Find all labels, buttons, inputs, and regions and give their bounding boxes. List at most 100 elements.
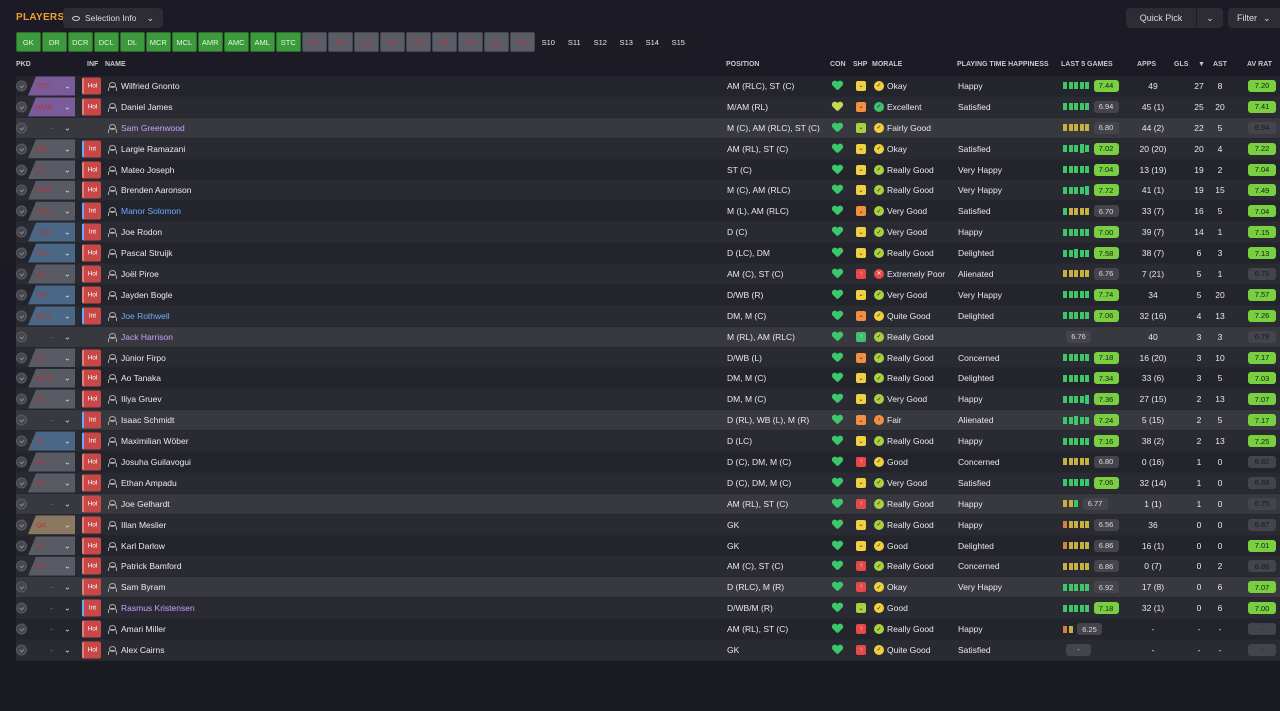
table-row[interactable]: - ⌄ Jack Harrison M (RL), AM (RLC) ↑ ✓ Really … [16,326,1280,348]
player-name[interactable]: Illan Meslier [121,519,167,530]
table-row[interactable]: DR ⌄ Hol Jayden Bogle D/WB (R) ⌄ ✓ Very Good Ver… [16,284,1280,306]
picked-check-icon[interactable] [16,623,27,635]
chevron-down-icon[interactable]: ⌄ [64,624,71,634]
picked-check-icon[interactable] [16,393,27,405]
player-name[interactable]: Ethan Ampadu [121,477,177,488]
table-row[interactable]: S3 ⌄ Hol Iliya Gruev DM, M (C) ⌄ ✓ Very Good Hap… [16,389,1280,411]
position-slot-s14[interactable]: S14 [640,32,665,52]
picked-check-icon[interactable] [16,435,27,447]
position-dropdown[interactable]: - [28,640,75,659]
col-morale[interactable]: MORALE [872,61,903,68]
picked-check-icon[interactable] [16,143,27,155]
col-shp[interactable]: SHP [853,61,868,68]
player-name[interactable]: Júnior Firpo [121,352,166,363]
position-slot-s10[interactable]: S10 [536,32,561,52]
picked-check-icon[interactable] [16,289,27,301]
player-name[interactable]: Joe Rodon [121,227,163,238]
chevron-down-icon[interactable]: ⌄ [64,394,71,404]
chevron-down-icon[interactable]: ⌄ [64,102,71,112]
position-dropdown[interactable]: S5 [28,473,75,493]
position-slot-s12[interactable]: S12 [588,32,613,52]
position-slot-s13[interactable]: S13 [614,32,639,52]
picked-check-icon[interactable] [16,519,27,531]
position-dropdown[interactable]: - [28,494,75,513]
chevron-down-icon[interactable]: ⌄ [64,353,71,363]
chevron-down-icon[interactable]: ⌄ [64,478,71,488]
selection-info-button[interactable]: Selection Info ⌄ [63,8,163,28]
chevron-down-icon[interactable]: ⌄ [64,520,71,530]
table-row[interactable]: S5 ⌄ Hol Ethan Ampadu D (C), DM, M (C) ⌄ ✓ Very… [16,472,1280,494]
position-slot-dr[interactable]: DR [42,32,67,52]
table-row[interactable]: - ⌄ Hol Joe Gelhardt AM (RL), ST (C) ↑ ✓ Really… [16,493,1280,515]
col-last5[interactable]: LAST 5 GAMES [1061,61,1113,68]
position-slot-dcl[interactable]: DCL [94,32,119,52]
col-name[interactable]: NAME [105,61,126,68]
col-gls[interactable]: GLS [1174,61,1189,68]
player-name[interactable]: Maximilian Wöber [121,436,189,447]
chevron-down-icon[interactable]: ⌄ [64,645,71,655]
table-row[interactable]: MCR ⌄ Hol Ao Tanaka DM, M (C) ⌄ ✓ Really Good De… [16,368,1280,390]
chevron-down-icon[interactable]: ⌄ [64,436,71,446]
player-name[interactable]: Wilfried Gnonto [121,80,180,91]
table-row[interactable]: - ⌄ Int Rasmus Kristensen D/WB/M (R) ⌄ ✓ Good 7.… [16,598,1280,620]
player-name[interactable]: Mateo Joseph [121,164,175,175]
position-dropdown[interactable]: S3 [28,389,75,409]
position-slot-s4[interactable]: S4 [380,32,405,52]
table-row[interactable]: GK ⌄ Hol Illan Meslier GK ⌄ ✓ Really Good Happy 6… [16,514,1280,536]
position-dropdown[interactable]: MR [28,139,75,159]
chevron-down-icon[interactable]: ⌄ [64,311,71,321]
player-name[interactable]: Amari Miller [121,624,166,635]
picked-check-icon[interactable] [16,310,27,322]
position-dropdown[interactable]: DR [28,285,75,305]
position-slot-gk[interactable]: GK [16,32,41,52]
filter-button[interactable]: Filter ⌄ [1228,8,1280,28]
position-dropdown[interactable]: S4 [28,452,75,472]
picked-check-icon[interactable] [16,456,27,468]
position-dropdown[interactable]: AML [28,201,75,221]
picked-check-icon[interactable] [16,372,27,384]
position-dropdown[interactable]: S1 [28,264,75,284]
position-slot-aml[interactable]: AML [250,32,275,52]
picked-check-icon[interactable] [16,122,27,134]
position-dropdown[interactable]: S8 [28,556,75,576]
position-slot-s15[interactable]: S15 [666,32,691,52]
player-name[interactable]: Alex Cairns [121,644,165,655]
position-slot-s8[interactable]: S8 [484,32,509,52]
position-dropdown[interactable]: DCR [28,222,75,242]
position-dropdown[interactable]: - [28,620,75,639]
player-name[interactable]: Joël Piroe [121,268,159,279]
position-dropdown[interactable]: MCL [28,306,75,326]
player-name[interactable]: Karl Darlow [121,540,165,551]
picked-check-icon[interactable] [16,581,27,593]
table-row[interactable]: - ⌄ Hol Sam Byram D (RLC), M (R) ↑ ✓ Okay Very H… [16,577,1280,599]
picked-check-icon[interactable] [16,540,27,552]
table-row[interactable]: - ⌄ Hol Alex Cairns GK ↑ ✓ Quite Good Satisfied -… [16,640,1280,661]
position-slot-dcr[interactable]: DCR [68,32,93,52]
position-dropdown[interactable]: AMC [28,180,75,200]
player-name[interactable]: Josuha Guilavogui [121,456,191,467]
player-name[interactable]: Sam Greenwood [121,122,185,133]
table-row[interactable]: S8 ⌄ Hol Patrick Bamford AM (C), ST (C) ↑ ✓ Rea… [16,556,1280,578]
picked-check-icon[interactable] [16,477,27,489]
picked-check-icon[interactable] [16,80,27,92]
col-position[interactable]: POSITION [726,61,760,68]
player-name[interactable]: Largie Ramazani [121,143,186,154]
player-name[interactable]: Daniel James [121,101,173,112]
picked-check-icon[interactable] [16,164,27,175]
position-dropdown[interactable]: S2 [28,348,75,368]
position-slot-s11[interactable]: S11 [562,32,587,52]
position-dropdown[interactable]: - [28,411,75,430]
table-row[interactable]: AMC ⌄ Hol Brenden Aaronson M (C), AM (RLC) ⌄ ✓… [16,180,1280,202]
table-row[interactable]: S4 ⌄ Hol Josuha Guilavogui D (C), DM, M (C) ↑… [16,452,1280,473]
picked-check-icon[interactable] [16,560,27,572]
col-avrat[interactable]: AV RAT [1247,61,1273,68]
player-name[interactable]: Joe Gelhardt [121,498,170,509]
chevron-down-icon[interactable]: ⌄ [64,227,71,237]
position-slot-amr[interactable]: AMR [198,32,223,52]
player-name[interactable]: Iliya Gruev [121,394,162,405]
chevron-down-icon[interactable]: ⌄ [64,269,71,279]
col-inf[interactable]: INF [87,61,99,68]
player-name[interactable]: Jack Harrison [121,331,173,342]
chevron-down-icon[interactable]: ⌄ [64,81,71,91]
position-slot-s1[interactable]: S1 [302,32,327,52]
